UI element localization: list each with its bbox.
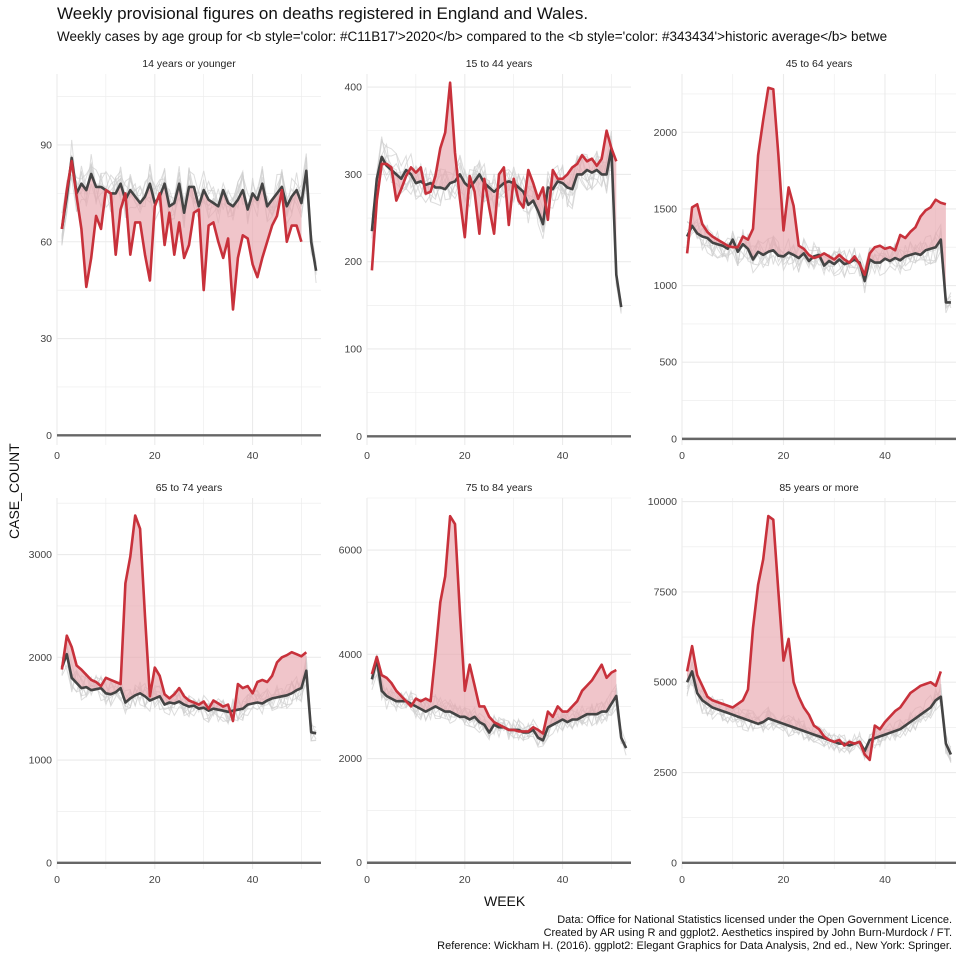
year-2020-line <box>370 81 618 271</box>
caption-line-data: Data: Office for National Statistics lic… <box>557 914 952 926</box>
year-2020-line <box>60 514 308 723</box>
y-tick-label: 0 <box>671 857 677 869</box>
y-tick-label: 0 <box>46 857 52 869</box>
historic-year-line <box>61 657 317 740</box>
panel-1: 14 years or younger 0 30 60 90 0 20 40 <box>40 58 321 462</box>
x-tick-label: 0 <box>364 450 370 462</box>
y-tick-label: 1500 <box>654 203 678 215</box>
y-tick-label: 10000 <box>648 496 677 508</box>
chart-title: Weekly provisional figures on deaths reg… <box>57 4 589 23</box>
difference-ribbon <box>371 82 617 275</box>
y-tick-label: 60 <box>40 236 52 248</box>
y-tick-label: 2000 <box>654 127 678 139</box>
y-tick-label: 0 <box>46 430 52 442</box>
y-tick-label: 400 <box>344 82 362 94</box>
x-tick-label: 40 <box>557 874 569 886</box>
chart-subtitle: Weekly cases by age group for <b style='… <box>57 29 888 44</box>
x-tick-label: 40 <box>247 874 259 886</box>
panel-strip-label: 85 years or more <box>779 482 859 494</box>
x-tick-label: 20 <box>778 874 790 886</box>
x-tick-label: 20 <box>149 874 161 886</box>
x-tick-label: 40 <box>557 450 569 462</box>
historic-year-line <box>61 652 317 742</box>
difference-ribbon <box>61 515 307 721</box>
panel-strip-label: 75 to 84 years <box>466 482 533 494</box>
panel-5: 75 to 84 years 0 2000 4000 6000 0 20 40 <box>339 482 631 886</box>
panel-2: 15 to 44 years 0 100 200 300 400 0 20 40 <box>344 58 631 462</box>
panel-3: 45 to 64 years 0 500 1000 1500 2000 0 20 40 <box>654 58 956 462</box>
x-tick-label: 20 <box>459 874 471 886</box>
panel-strip-label: 65 to 74 years <box>156 482 223 494</box>
y-tick-label: 4000 <box>339 649 363 661</box>
y-tick-label: 2500 <box>654 767 678 779</box>
historic-average-line <box>60 652 317 735</box>
y-tick-label: 0 <box>671 433 677 445</box>
historic-year-line <box>371 666 627 750</box>
x-tick-label: 0 <box>679 450 685 462</box>
y-tick-label: 2000 <box>339 753 363 765</box>
y-tick-label: 2000 <box>29 652 53 664</box>
y-tick-label: 1000 <box>29 755 53 767</box>
year-2020-line <box>685 514 943 762</box>
y-tick-label: 0 <box>356 431 362 443</box>
y-tick-label: 100 <box>344 343 362 355</box>
panel-4: 65 to 74 years 0 1000 2000 3000 0 20 40 <box>29 482 321 886</box>
x-tick-label: 40 <box>879 450 891 462</box>
x-tick-label: 0 <box>54 874 60 886</box>
y-tick-label: 0 <box>356 857 362 869</box>
y-tick-label: 200 <box>344 256 362 268</box>
y-tick-label: 3000 <box>29 549 53 561</box>
year-2020-line <box>685 86 947 277</box>
x-tick-label: 40 <box>879 874 891 886</box>
year-2020-line <box>370 514 617 735</box>
year-2020-line <box>60 159 303 311</box>
y-tick-label: 5000 <box>654 677 678 689</box>
chart-caption: Data: Office for National Statistics lic… <box>437 914 952 953</box>
historic-year-line <box>686 218 952 309</box>
y-tick-label: 1000 <box>654 280 678 292</box>
panel-strip-label: 15 to 44 years <box>466 58 533 70</box>
historic-average-line <box>370 658 628 749</box>
historic-average-line <box>685 670 953 756</box>
panel-strip-label: 14 years or younger <box>142 58 236 70</box>
y-tick-label: 7500 <box>654 586 678 598</box>
x-tick-label: 20 <box>459 450 471 462</box>
y-tick-label: 500 <box>659 357 677 369</box>
y-tick-label: 30 <box>40 333 52 345</box>
y-axis-label: CASE_COUNT <box>6 443 22 539</box>
x-tick-label: 40 <box>247 450 259 462</box>
y-tick-label: 300 <box>344 169 362 181</box>
panel-6: 85 years or more 0 2500 5000 7500 10000 0 20 40 <box>648 482 956 886</box>
y-tick-label: 90 <box>40 139 52 151</box>
x-tick-label: 20 <box>149 450 161 462</box>
x-tick-label: 0 <box>364 874 370 886</box>
x-tick-label: 0 <box>54 450 60 462</box>
caption-line-credit: Created by AR using R and ggplot2. Aesth… <box>543 927 952 939</box>
historic-average-line <box>60 156 318 272</box>
caption-line-reference: Reference: Wickham H. (2016). ggplot2: E… <box>437 940 952 952</box>
panel-strip-label: 45 to 64 years <box>786 58 853 70</box>
difference-ribbon <box>687 87 946 303</box>
y-tick-label: 6000 <box>339 545 363 557</box>
x-axis-label: WEEK <box>484 893 526 909</box>
x-tick-label: 20 <box>778 450 790 462</box>
x-tick-label: 0 <box>679 874 685 886</box>
difference-ribbon <box>687 516 941 760</box>
